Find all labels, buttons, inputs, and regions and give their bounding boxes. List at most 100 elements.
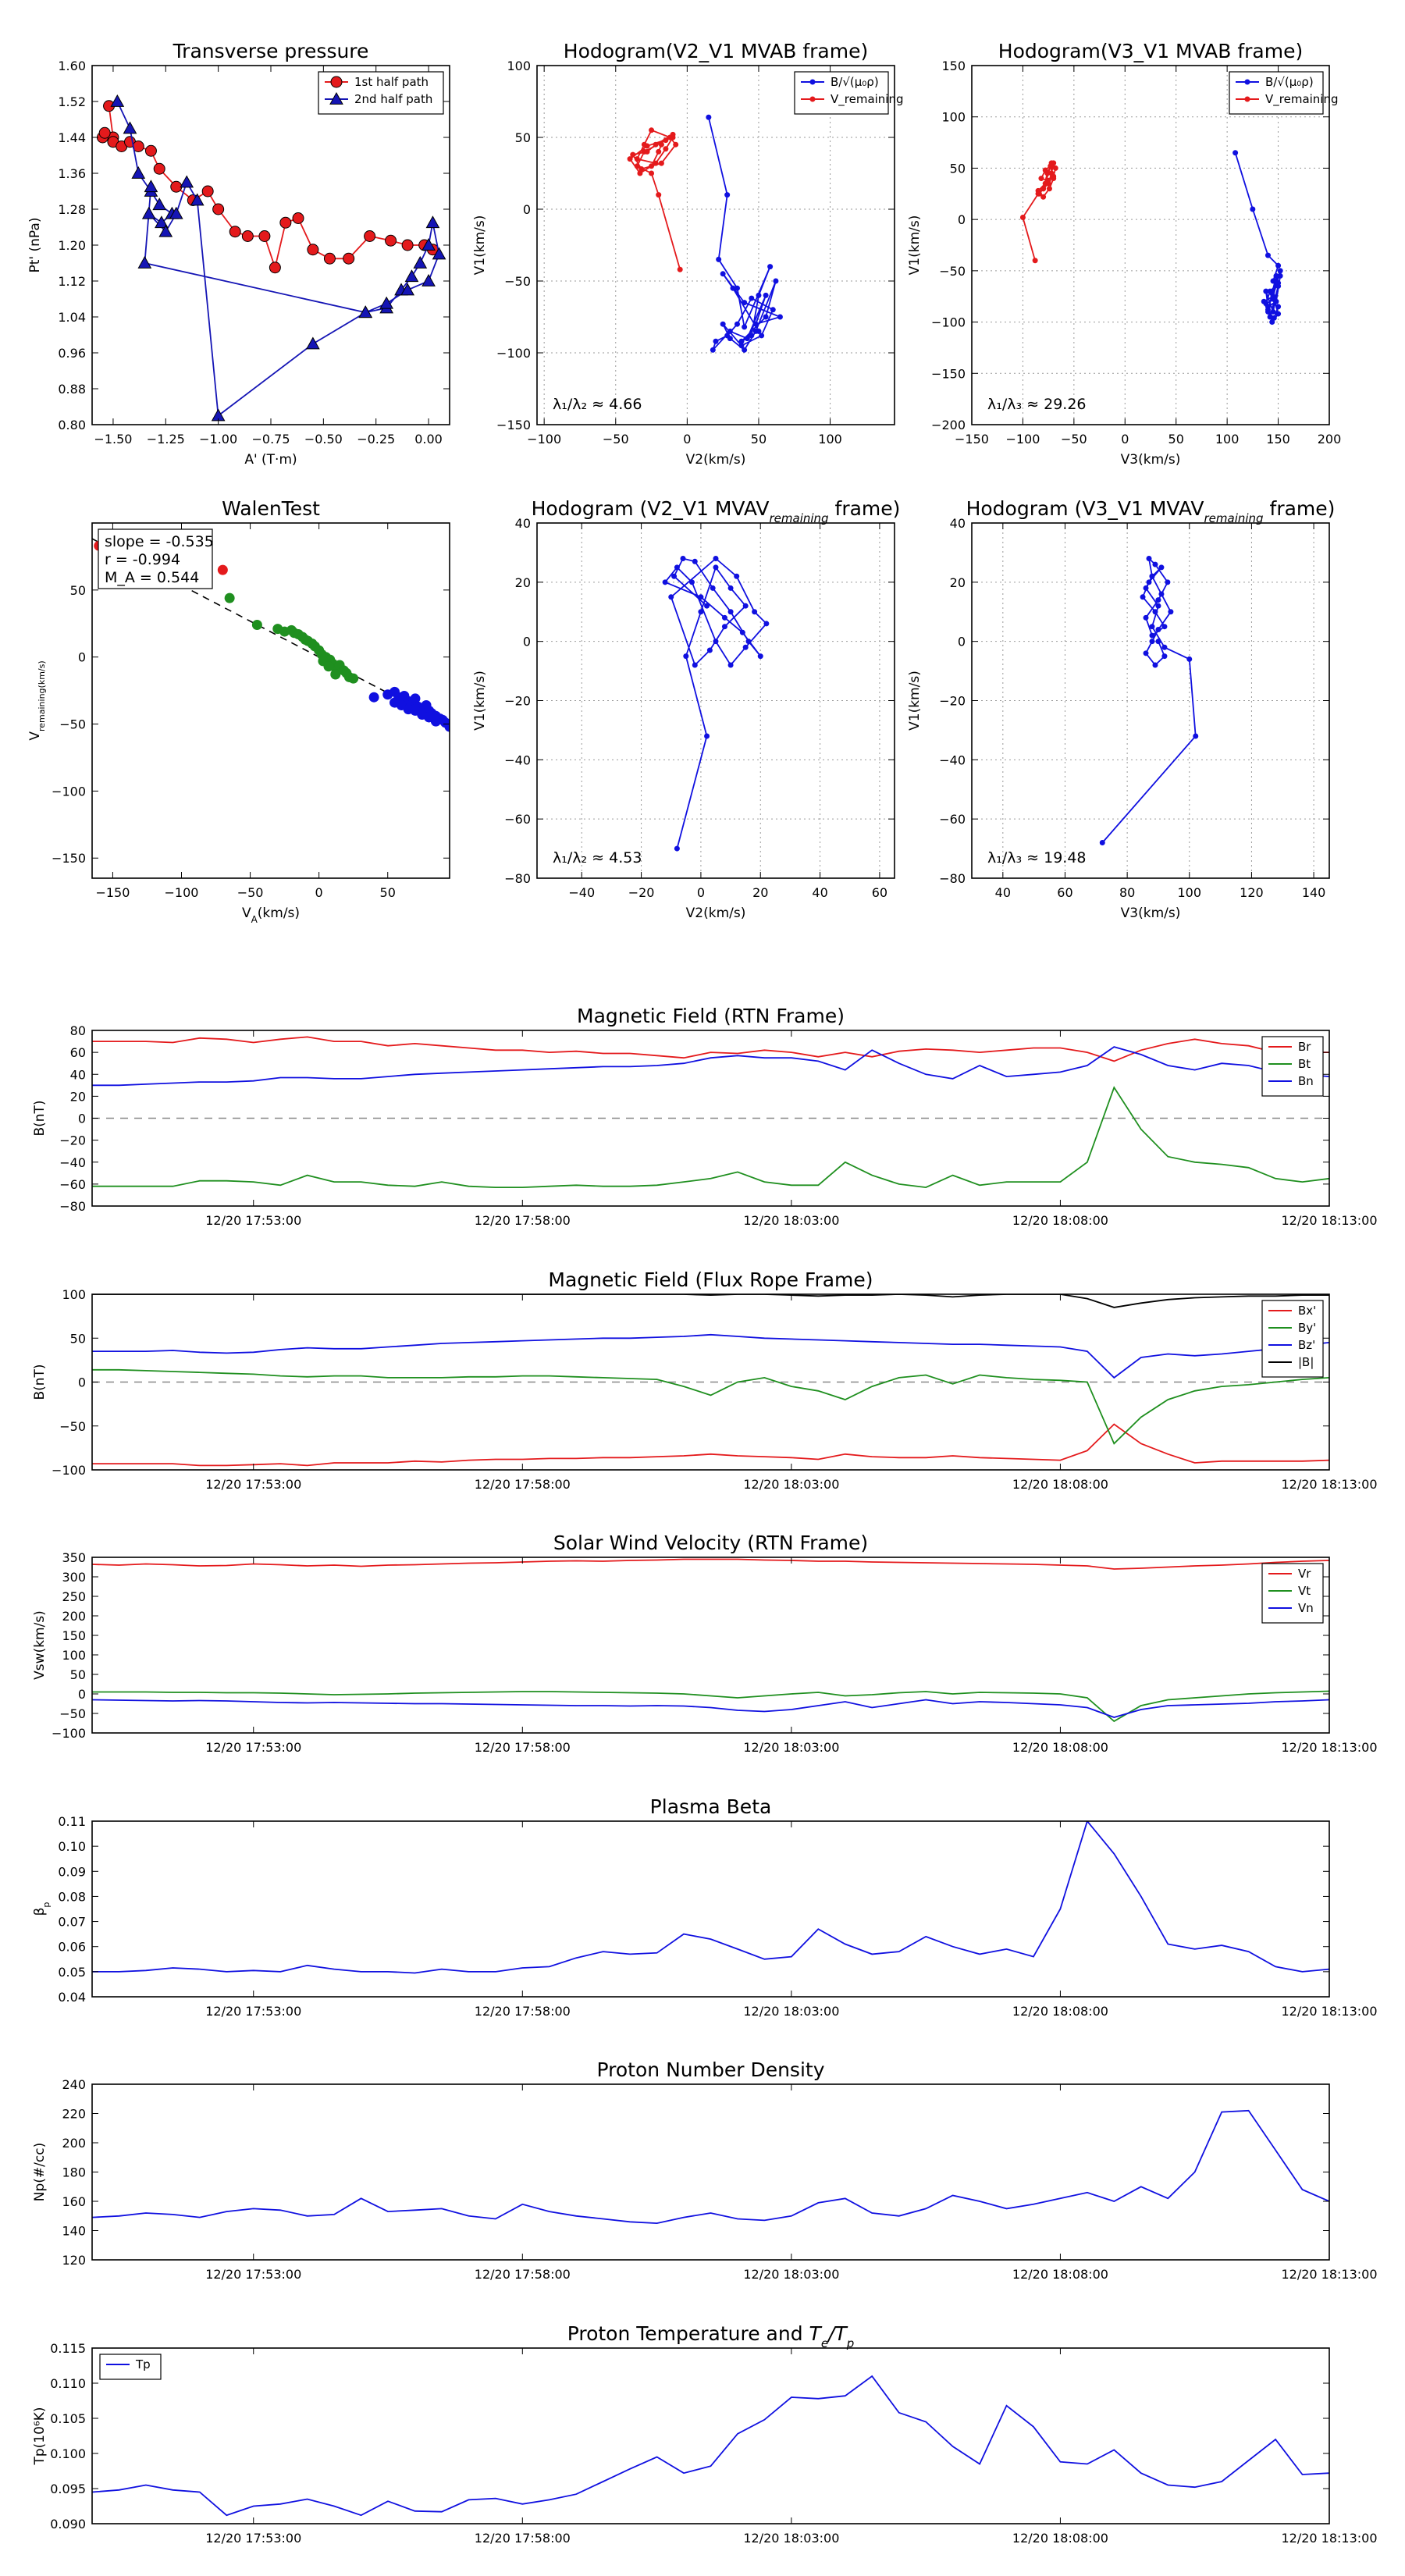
data-point: [190, 193, 205, 206]
data-point: [706, 647, 713, 653]
data-point: [330, 669, 341, 680]
x-tick-label: 100: [1215, 432, 1240, 447]
data-point: [368, 692, 379, 703]
y-tick-label: 100: [941, 110, 966, 125]
chart-magnetic-field-rtn: Magnetic Field (RTN Frame) 12/20 17:53:00…: [32, 1005, 1378, 1228]
series-line: [92, 1699, 1329, 1718]
series-line: [92, 1690, 1329, 1723]
data-point: [644, 143, 650, 149]
x-tick-label: 12/20 18:08:00: [1012, 1477, 1108, 1492]
data-point: [422, 273, 436, 286]
x-tick-label: 60: [872, 885, 887, 900]
series-line: [92, 2375, 1329, 2517]
data-point: [1263, 288, 1269, 294]
data-point: [348, 673, 359, 684]
y-tick-label: −40: [504, 753, 531, 767]
y-tick-label: 1.04: [58, 310, 86, 325]
x-tick-label: −40: [568, 885, 595, 900]
data-point: [306, 336, 320, 350]
data-point: [137, 255, 152, 269]
y-tick-label: 0: [958, 212, 966, 227]
data-point: [432, 247, 446, 260]
y-tick-label: −80: [504, 871, 531, 886]
series-line: [1101, 556, 1197, 844]
data-point: [738, 338, 745, 344]
data-point: [1273, 272, 1279, 279]
legend-label: Br: [1298, 1040, 1311, 1054]
y-tick-label: −100: [931, 315, 966, 330]
data-point: [1152, 662, 1158, 668]
data-point: [634, 163, 640, 169]
data-point: [153, 162, 165, 175]
chart-solar-wind-velocity: Solar Wind Velocity (RTN Frame) 12/20 17:…: [32, 1532, 1378, 1755]
data-point: [658, 141, 664, 148]
data-point: [1155, 603, 1161, 609]
x-tick-label: 0: [1121, 432, 1129, 447]
y-tick-label: 1.44: [58, 130, 86, 145]
y-tick-label: 40: [950, 516, 966, 531]
chart-hodogram-v2-v1-mvav: Hodogram (V2_V1 MVAVremaining frame) −40 −…: [472, 497, 900, 921]
data-point: [1036, 190, 1042, 197]
data-point: [680, 556, 686, 561]
chart-magnetic-field-flux-rope: Magnetic Field (Flux Rope Frame) 12/20 17…: [32, 1268, 1378, 1492]
chart-title: Proton Number Density: [597, 2058, 825, 2081]
x-tick-label: 140: [1302, 885, 1326, 900]
series-line: [92, 2109, 1329, 2225]
data-point: [1193, 733, 1199, 739]
data-point: [1270, 308, 1276, 315]
legend-marker: [809, 79, 816, 85]
y-tick-label: −60: [939, 812, 966, 827]
data-point: [229, 226, 241, 238]
data-point: [1232, 150, 1239, 156]
data-point: [292, 212, 304, 224]
data-point: [1267, 314, 1273, 320]
series-blue: [662, 556, 770, 852]
data-point: [767, 264, 774, 270]
data-point: [1161, 624, 1168, 630]
chart-proton-temperature: Proton Temperature and Te/Tp 12/20 17:53:…: [32, 2322, 1378, 2546]
chart-title: Hodogram (V3_V1 MVAVremaining frame): [966, 497, 1336, 525]
legend-label: Bn: [1298, 1074, 1314, 1088]
y-tick-label: 20: [950, 575, 966, 590]
data-point: [155, 215, 169, 229]
data-point: [1143, 585, 1149, 591]
x-tick-label: −20: [628, 885, 655, 900]
data-point: [713, 556, 719, 561]
legend-box: [1261, 1563, 1324, 1624]
y-tick-label: 20: [70, 1089, 86, 1104]
series-br: [92, 1036, 1329, 1062]
data-point: [727, 585, 734, 591]
data-point: [742, 603, 749, 609]
y-tick-label: 150: [941, 59, 966, 73]
y-tick-label: 0.88: [58, 382, 86, 397]
series-bz-: [92, 1333, 1329, 1379]
data-point: [637, 170, 643, 176]
chart-title: Proton Temperature and Te/Tp: [567, 2322, 855, 2350]
y-tick-label: 240: [62, 2077, 86, 2092]
x-tick-label: 12/20 18:08:00: [1012, 2267, 1108, 2282]
series-v-remaining: [1019, 160, 1058, 264]
series-line: [92, 1558, 1329, 1570]
data-point: [343, 252, 355, 265]
legend: B/√(μ₀ρ) V_remaining: [1229, 71, 1339, 115]
data-point: [710, 585, 716, 591]
chart-title: Hodogram(V3_V1 MVAB frame): [998, 40, 1303, 62]
plot-frame: [536, 65, 895, 425]
x-tick-label: 150: [1266, 432, 1290, 447]
data-point: [1019, 215, 1026, 221]
x-tick-label: 200: [1318, 432, 1342, 447]
data-point: [1161, 653, 1168, 660]
y-tick-label: 220: [62, 2107, 86, 2122]
data-point: [169, 206, 183, 219]
data-point: [692, 662, 698, 668]
legend: 1st half path 2nd half path: [318, 71, 444, 115]
y-tick-label: 350: [62, 1550, 86, 1565]
data-point: [323, 252, 336, 265]
data-point: [251, 619, 262, 630]
x-axis-label: VA(km/s): [242, 906, 300, 925]
legend-box: [1261, 1036, 1324, 1097]
y-tick-label: 0.04: [58, 1990, 86, 2005]
x-tick-label: −1.50: [94, 432, 132, 447]
data-point: [756, 292, 762, 298]
chart-transverse-pressure: Transverse pressure−1.50 −1.25 −1.00 −0.75−…: [27, 40, 450, 468]
